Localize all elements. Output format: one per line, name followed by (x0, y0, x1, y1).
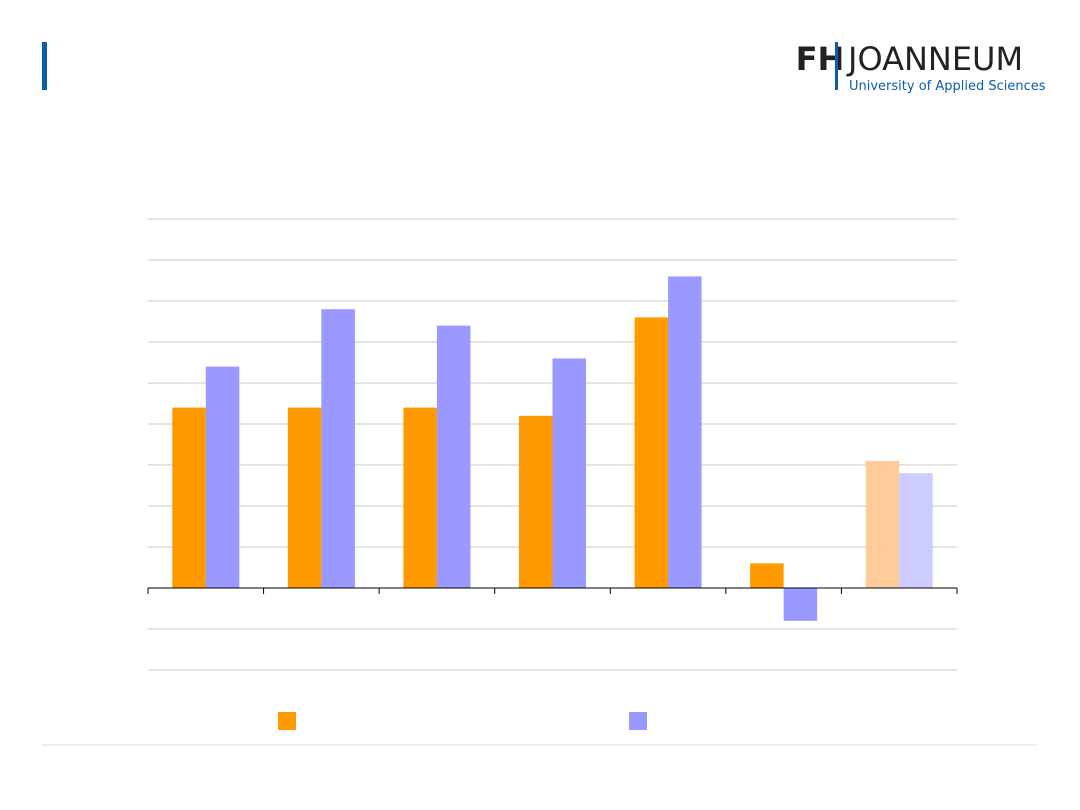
bar (899, 473, 933, 588)
accent-bar (42, 42, 47, 90)
bar (518, 415, 553, 588)
logo-divider (835, 42, 838, 90)
bar (634, 317, 669, 588)
bar (668, 276, 702, 588)
legend-swatch (629, 712, 647, 730)
bar (403, 407, 437, 588)
bar (783, 588, 818, 621)
bar (321, 309, 355, 588)
bar (750, 563, 784, 588)
bar (552, 358, 587, 588)
bar (436, 325, 471, 588)
bar (287, 407, 322, 588)
chart (147, 218, 958, 730)
logo-subtitle: University of Applied Sciences (849, 79, 1046, 94)
logo-right: JOANNEUM (846, 40, 1023, 78)
bar (205, 366, 240, 588)
legend-swatch (278, 712, 296, 730)
bar (172, 407, 206, 588)
bar (865, 460, 900, 588)
